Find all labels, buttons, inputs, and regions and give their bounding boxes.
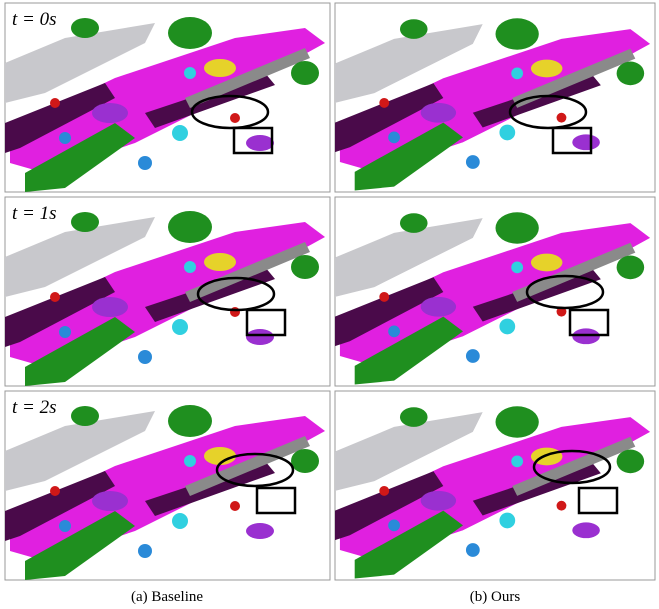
panel-grid <box>5 3 655 580</box>
time-label: t = 2s <box>12 397 57 418</box>
column-caption: (b) Ours <box>470 589 521 605</box>
time-label: t = 1s <box>12 203 57 224</box>
page: t = 0s t = 1s t = 2s (a) Baseline (b) Ou… <box>0 0 659 609</box>
time-label: t = 0s <box>12 9 57 30</box>
figure: t = 0s t = 1s t = 2s (a) Baseline (b) Ou… <box>0 0 659 609</box>
column-caption: (a) Baseline <box>131 589 203 605</box>
